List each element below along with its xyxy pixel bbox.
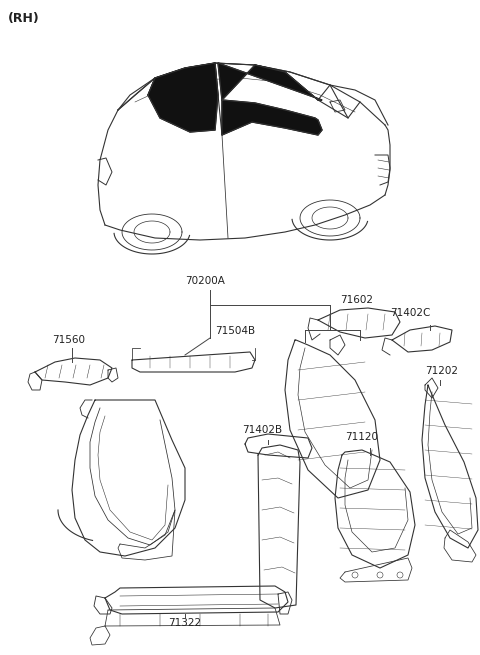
Text: 71402B: 71402B <box>242 425 282 435</box>
Text: 70200A: 70200A <box>185 276 225 286</box>
Text: 71602: 71602 <box>340 295 373 305</box>
Text: 71402C: 71402C <box>390 308 431 318</box>
Polygon shape <box>148 63 218 132</box>
Text: 71560: 71560 <box>52 335 85 345</box>
Polygon shape <box>222 100 322 135</box>
Text: 71120: 71120 <box>345 432 378 442</box>
Text: 71202: 71202 <box>425 366 458 376</box>
Polygon shape <box>218 63 322 100</box>
Text: 71504B: 71504B <box>215 326 255 336</box>
Text: 71322: 71322 <box>168 618 202 628</box>
Text: (RH): (RH) <box>8 12 40 25</box>
